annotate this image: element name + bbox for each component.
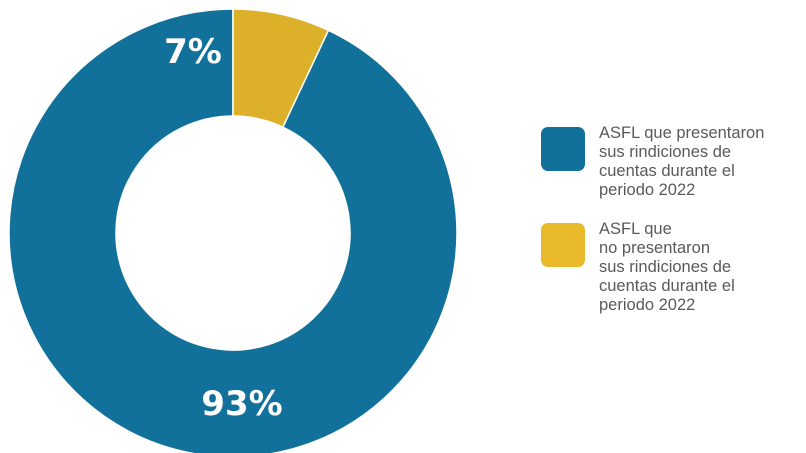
legend-item-not-presented: ASFL que no presentaron sus rindiciones …: [541, 220, 803, 315]
legend-swatch-presented: [541, 127, 585, 171]
legend-swatch-not-presented: [541, 223, 585, 267]
legend: ASFL que presentaron sus rindiciones de …: [541, 124, 803, 335]
slice-label-not-presented: 7%: [164, 32, 222, 72]
legend-label-presented: ASFL que presentaron sus rindiciones de …: [599, 124, 765, 199]
slice-not-presented: [232, 8, 330, 129]
slice-presented: [8, 8, 458, 453]
slice-label-presented: 93%: [201, 384, 282, 424]
donut-slices: [8, 8, 458, 453]
legend-label-not-presented: ASFL que no presentaron sus rindiciones …: [599, 220, 735, 314]
legend-item-presented: ASFL que presentaron sus rindiciones de …: [541, 124, 803, 200]
donut-slice-labels: 93% 7%: [164, 32, 283, 424]
